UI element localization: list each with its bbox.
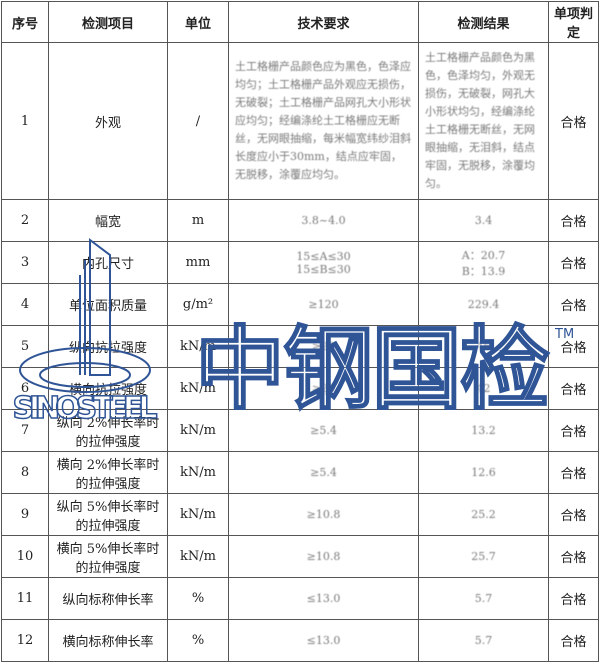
table-row: 10 横向 5%伸长率时的拉伸强度 kN/m ≥10.8 25.7 合格 — [1, 535, 599, 578]
row-number: 1 — [1, 42, 49, 200]
row-number: 6 — [1, 367, 49, 410]
verdict: 合格 — [548, 325, 599, 368]
technical-requirement: ≥10.8 — [228, 535, 419, 578]
test-item: 横向抗拉强度 — [48, 367, 168, 410]
verdict: 合格 — [548, 619, 599, 662]
test-item: 纵向 5%伸长率时的拉伸强度 — [48, 493, 168, 536]
table-row: 4 单位面积质量 g/m² ≥120 229.4 合格 — [1, 283, 599, 326]
row-number: 8 — [1, 451, 49, 494]
unit: kN/m — [167, 535, 229, 578]
test-result: 13.2 — [418, 409, 549, 452]
test-result: 土工格栅产品颜色为黑色，色泽均匀，外观无损伤，无破裂，网孔大小形状均匀，经编涤纶… — [418, 42, 549, 200]
test-result: 5.7 — [418, 619, 549, 662]
technical-requirement: 3.8~4.0 — [228, 199, 419, 242]
technical-requirement: ≤13.0 — [228, 577, 419, 620]
test-item: 纵向 2%伸长率时的拉伸强度 — [48, 409, 168, 452]
test-item: 纵向标称伸长率 — [48, 577, 168, 620]
technical-requirement: 15≤A≤30 15≤B≤30 — [228, 241, 419, 284]
row-number: 10 — [1, 535, 49, 578]
verdict: 合格 — [548, 367, 599, 410]
test-item: 单位面积质量 — [48, 283, 168, 326]
verdict: 合格 — [548, 42, 599, 200]
test-item: 横向 2%伸长率时的拉伸强度 — [48, 451, 168, 494]
table-row: 7 纵向 2%伸长率时的拉伸强度 kN/m ≥5.4 13.2 合格 — [1, 409, 599, 452]
verdict: 合格 — [548, 409, 599, 452]
unit: mm — [167, 241, 229, 284]
unit: % — [167, 577, 229, 620]
table-row: 2 幅宽 m 3.8~4.0 3.4 合格 — [1, 199, 599, 242]
unit: kN/m — [167, 367, 229, 410]
header-row: 序号 检测项目 单位 技术要求 检测结果 单项判定 — [1, 1, 599, 43]
table-row: 1 外观 / 土工格栅产品颜色应为黑色，色泽应均匀；土工格栅产品外观应无损伤，无破裂；… — [1, 42, 599, 200]
unit: kN/m — [167, 409, 229, 452]
test-result: A：20.7 B：13.9 — [418, 241, 549, 284]
row-number: 9 — [1, 493, 49, 536]
test-item: 横向标称伸长率 — [48, 619, 168, 662]
technical-requirement: ≥5.4 — [228, 409, 419, 452]
test-item: 横向 5%伸长率时的拉伸强度 — [48, 535, 168, 578]
technical-requirement: ≥20 — [228, 367, 419, 410]
verdict: 合格 — [548, 283, 599, 326]
row-number: 4 — [1, 283, 49, 326]
unit: m — [167, 199, 229, 242]
header-item: 检测项目 — [48, 1, 168, 43]
header-requirement: 技术要求 — [228, 1, 419, 43]
test-result: 229.4 — [418, 283, 549, 326]
test-result: 5.7 — [418, 577, 549, 620]
test-item: 幅宽 — [48, 199, 168, 242]
row-number: 3 — [1, 241, 49, 284]
verdict: 合格 — [548, 535, 599, 578]
test-result: 25.7 — [418, 535, 549, 578]
row-number: 2 — [1, 199, 49, 242]
technical-requirement: ≥10.8 — [228, 493, 419, 536]
unit: kN/m — [167, 325, 229, 368]
table-row: 12 横向标称伸长率% ≤13.0 5.7 合格 — [1, 619, 599, 662]
technical-requirement: 土工格栅产品颜色应为黑色，色泽应均匀；土工格栅产品外观应无损伤，无破裂；土工格栅… — [228, 42, 419, 200]
test-result: 42 — [418, 367, 549, 410]
table-row: 6 横向抗拉强度 kN/m ≥20 42 合格 — [1, 367, 599, 410]
table-row: 5 纵向抗拉强度 kN/m ≥20 46 合格 — [1, 325, 599, 368]
row-number: 11 — [1, 577, 49, 620]
unit: % — [167, 619, 229, 662]
verdict: 合格 — [548, 577, 599, 620]
test-item: 纵向抗拉强度 — [48, 325, 168, 368]
table-row: 8 横向 2%伸长率时的拉伸强度 kN/m ≥5.4 12.6 合格 — [1, 451, 599, 494]
verdict: 合格 — [548, 451, 599, 494]
test-result: 25.2 — [418, 493, 549, 536]
test-result: 12.6 — [418, 451, 549, 494]
test-result: 46 — [418, 325, 549, 368]
technical-requirement: ≥120 — [228, 283, 419, 326]
test-result: 3.4 — [418, 199, 549, 242]
header-no: 序号 — [1, 1, 49, 43]
verdict: 合格 — [548, 241, 599, 284]
unit: g/m² — [167, 283, 229, 326]
header-verdict: 单项判定 — [548, 1, 599, 43]
unit: / — [167, 42, 229, 200]
table-row: 11 纵向标称伸长率% ≤13.0 5.7 合格 — [1, 577, 599, 620]
test-item: 外观 — [48, 42, 168, 200]
technical-requirement: ≥5.4 — [228, 451, 419, 494]
technical-requirement: ≤13.0 — [228, 619, 419, 662]
header-result: 检测结果 — [418, 1, 549, 43]
row-number: 12 — [1, 619, 49, 662]
row-number: 5 — [1, 325, 49, 368]
table-row: 3 内孔尺寸 mm 15≤A≤30 15≤B≤30 A：20.7 B：13.9 合格 — [1, 241, 599, 284]
verdict: 合格 — [548, 199, 599, 242]
technical-requirement: ≥20 — [228, 325, 419, 368]
test-item: 内孔尺寸 — [48, 241, 168, 284]
verdict: 合格 — [548, 493, 599, 536]
row-number: 7 — [1, 409, 49, 452]
unit: kN/m — [167, 493, 229, 536]
header-unit: 单位 — [167, 1, 229, 43]
unit: kN/m — [167, 451, 229, 494]
table-row: 9 纵向 5%伸长率时的拉伸强度 kN/m ≥10.8 25.2 合格 — [1, 493, 599, 536]
